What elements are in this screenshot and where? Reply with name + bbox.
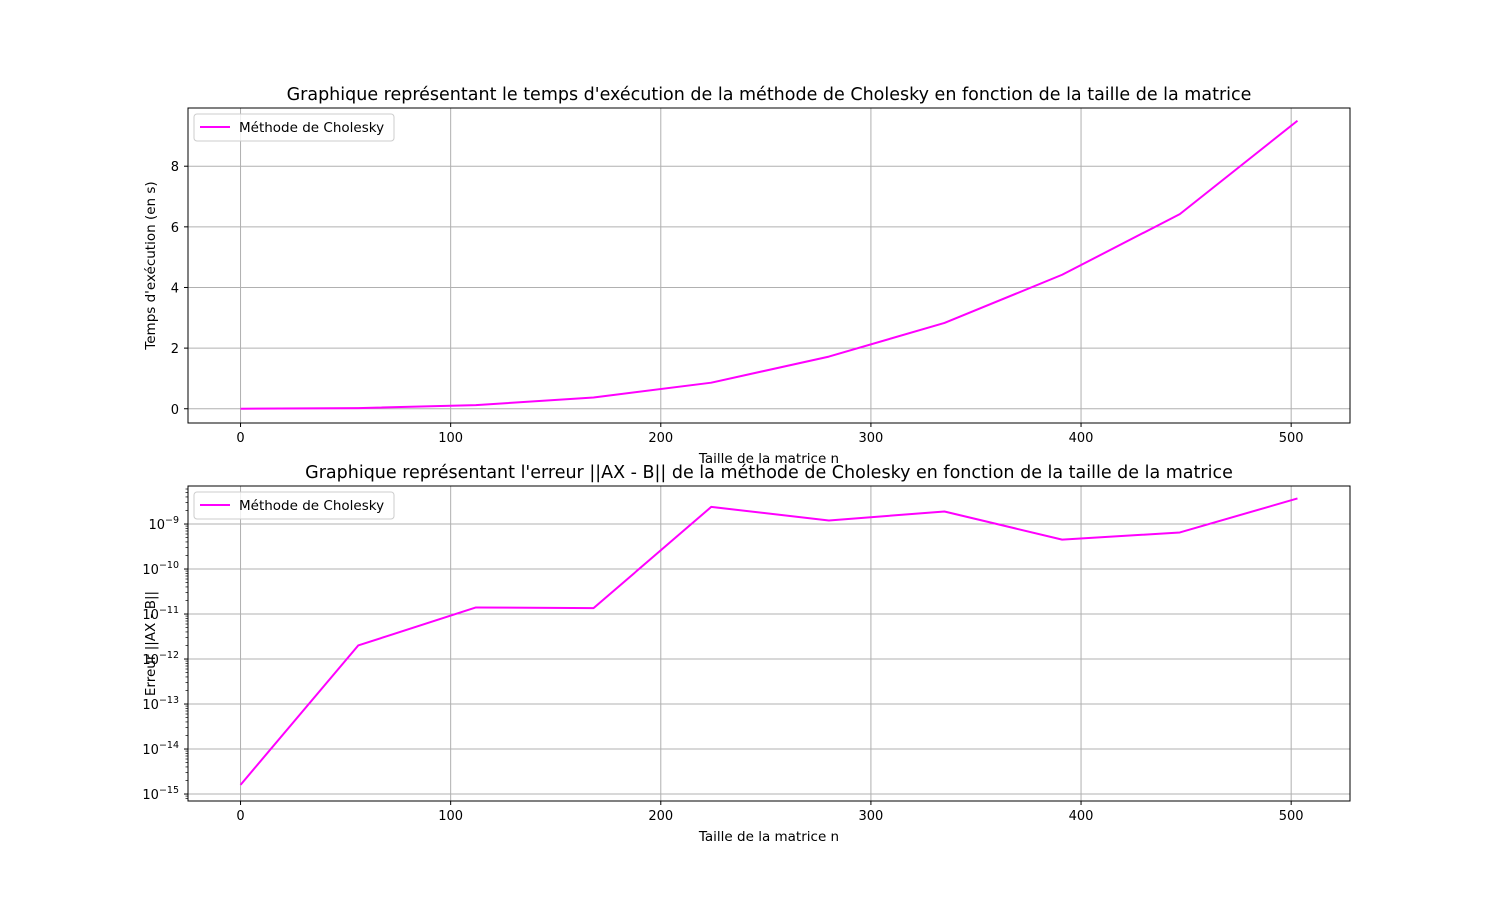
plot-frame: [187, 107, 1351, 424]
y-tick-label: 0: [171, 403, 179, 418]
x-tick-label: 100: [438, 431, 463, 446]
x-tick-label: 0: [236, 431, 244, 446]
x-tick-label: 100: [438, 809, 463, 824]
y-tick-label: 10−12: [142, 650, 179, 668]
plot-frame: [187, 485, 1351, 802]
x-tick-label: 400: [1069, 809, 1094, 824]
y-tick-label: 4: [171, 281, 179, 296]
x-tick-label: 500: [1279, 809, 1304, 824]
x-tick-label: 500: [1279, 431, 1304, 446]
legend: Méthode de Cholesky: [193, 113, 395, 142]
y-tick-label: 2: [171, 342, 179, 357]
series-layer: [239, 497, 1298, 786]
y-tick-label: 10−15: [142, 785, 179, 803]
y-axis-ticks: 10−15 10−14 10−13 10−12 10−11 10−10 10−9: [142, 488, 188, 803]
y-tick-label: 10−10: [142, 560, 179, 578]
x-tick-label: 200: [648, 809, 673, 824]
legend-entry-label: Méthode de Cholesky: [239, 120, 384, 136]
x-tick-label: 300: [858, 809, 883, 824]
y-tick-label: 8: [171, 160, 179, 175]
y-tick-label: 10−14: [142, 740, 179, 758]
x-axis-ticks: 0 100 200 300 400 500: [236, 423, 1304, 446]
y-axis-label: Erreur ||AX - B||: [143, 591, 159, 696]
x-axis-ticks: 0 100 200 300 400 500: [236, 801, 1304, 824]
chart-title: Graphique représentant le temps d'exécut…: [287, 85, 1252, 105]
y-axis-label: Temps d'exécution (en s): [143, 181, 159, 350]
y-tick-label: 6: [171, 221, 179, 236]
x-tick-label: 200: [648, 431, 673, 446]
legend-box: [193, 113, 395, 142]
y-tick-label: 10−13: [142, 695, 179, 713]
legend-box: [193, 491, 395, 520]
series-layer: [240, 119, 1299, 410]
legend: Méthode de Cholesky: [193, 491, 395, 520]
y-tick-label: 10−11: [142, 605, 179, 623]
x-tick-label: 0: [236, 809, 244, 824]
x-axis-label: Taille de la matrice n: [698, 829, 839, 845]
error-chart: Graphique représentant l'erreur ||AX - B…: [142, 463, 1351, 845]
legend-entry-label: Méthode de Cholesky: [239, 498, 384, 514]
x-tick-label: 400: [1069, 431, 1094, 446]
y-axis-ticks: 0 2 4 6 8: [171, 160, 188, 418]
grid: [188, 486, 1350, 801]
time-chart: Graphique représentant le temps d'exécut…: [143, 85, 1351, 467]
chart-title: Graphique représentant l'erreur ||AX - B…: [305, 463, 1233, 483]
grid: [188, 108, 1350, 423]
series-line: [239, 497, 1298, 786]
x-tick-label: 300: [858, 431, 883, 446]
x-axis-label: Taille de la matrice n: [698, 451, 839, 467]
y-tick-label: 10−9: [148, 515, 179, 533]
series-line: [240, 119, 1299, 410]
